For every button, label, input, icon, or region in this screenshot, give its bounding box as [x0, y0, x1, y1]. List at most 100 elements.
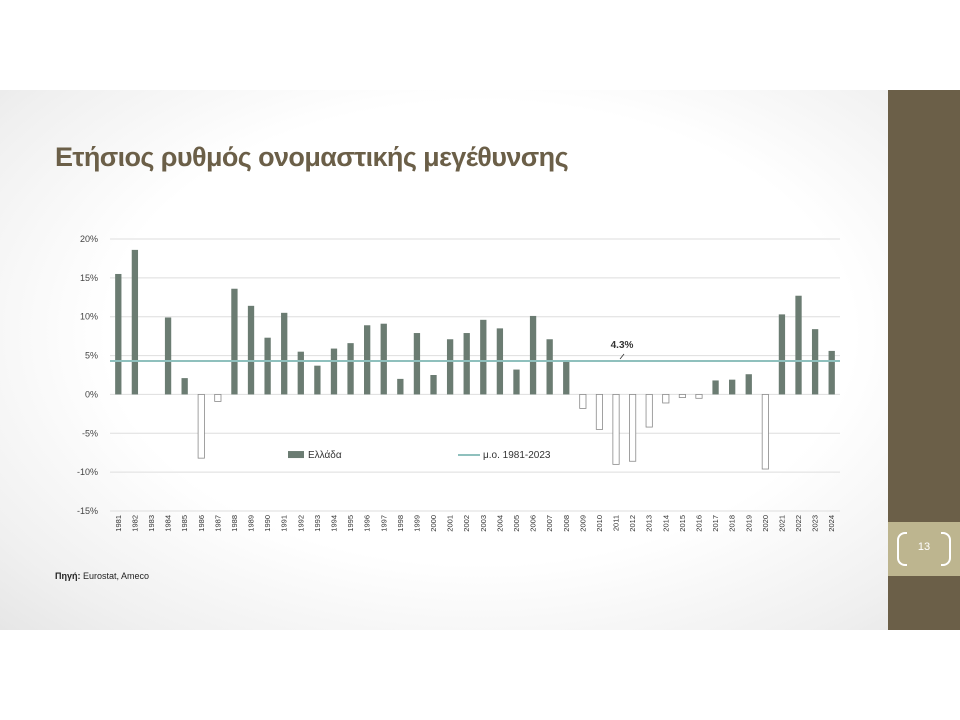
- x-tick-label: 2020: [761, 515, 770, 532]
- bar-chart: 20% 15% 10% 5% 0% -5% -10% -15% 1981 1982 1983 1984…: [77, 234, 840, 532]
- x-tick-label: 1995: [346, 515, 355, 532]
- bar: [197, 394, 205, 459]
- bar: [131, 249, 139, 395]
- y-tick-label: 20%: [80, 234, 98, 244]
- x-tick-label: 1992: [296, 515, 305, 532]
- bar: [828, 350, 835, 395]
- x-tick-label: 2016: [694, 515, 703, 532]
- x-tick-label: 1993: [313, 515, 322, 532]
- bar: [181, 378, 188, 395]
- bar: [712, 380, 719, 395]
- x-tick-label: 1990: [263, 515, 272, 532]
- bar: [330, 348, 338, 395]
- x-tick-label: 1986: [197, 515, 206, 532]
- y-tick-label: -10%: [77, 467, 98, 477]
- bar: [595, 394, 603, 430]
- bar: [612, 394, 620, 465]
- x-tick-label: 1989: [247, 515, 256, 532]
- x-tick-label: 2000: [429, 515, 438, 532]
- source-text: Eurostat, Ameco: [80, 571, 150, 581]
- bar: [397, 378, 404, 395]
- bar: [430, 375, 437, 395]
- x-tick-label: 1982: [130, 515, 139, 532]
- bar: [164, 317, 172, 395]
- legend-label-bars: Ελλάδα: [308, 449, 342, 461]
- page-title: Ετήσιος ρυθμός ονομαστικής μεγέθυνσης: [55, 142, 569, 172]
- x-tick-label: 1988: [230, 515, 239, 532]
- x-tick-label: 2007: [545, 515, 554, 532]
- source-label: Πηγή:: [55, 571, 81, 581]
- x-tick-label: 1985: [180, 515, 189, 532]
- bar: [115, 273, 122, 395]
- bar: [645, 394, 653, 428]
- left-brace-icon: [897, 532, 907, 566]
- bar: [231, 288, 238, 395]
- average-annotation: 4.3%: [611, 340, 634, 351]
- legend-label-average: μ.ο. 1981-2023: [483, 450, 551, 461]
- x-tick-label: 2021: [777, 515, 786, 532]
- x-tick-label: 2009: [578, 515, 587, 532]
- bar: [347, 343, 354, 395]
- x-tick-label: 2003: [479, 515, 488, 532]
- bar: [297, 351, 304, 395]
- x-tick-label: 2006: [529, 515, 538, 532]
- bar: [745, 374, 752, 395]
- bar: [264, 337, 271, 395]
- bar: [729, 379, 736, 395]
- x-tick-label: 2011: [612, 515, 621, 531]
- side-panel: 13: [888, 90, 960, 630]
- y-tick-label: 10%: [80, 312, 98, 322]
- x-tick-label: 1997: [379, 515, 388, 532]
- page-number: 13: [917, 541, 931, 553]
- annotation-pointer: [619, 353, 625, 360]
- x-tick-label: 2005: [512, 515, 521, 532]
- bar: [761, 394, 769, 470]
- bar: [629, 394, 637, 462]
- bar: [778, 314, 786, 395]
- bar: [446, 339, 454, 395]
- x-tick-label: 1987: [213, 515, 222, 532]
- x-tick-label: 2023: [811, 515, 820, 532]
- x-tick-label: 2015: [678, 515, 687, 532]
- x-tick-label: 2012: [628, 515, 637, 532]
- page-number-box: 13: [888, 522, 960, 576]
- x-tick-label: 2008: [562, 515, 571, 532]
- bar: [563, 361, 570, 395]
- x-tick-label: 1991: [280, 515, 289, 532]
- x-tick-label: 2024: [827, 515, 836, 532]
- y-tick-label: -15%: [77, 506, 98, 516]
- y-tick-label: 15%: [80, 273, 98, 283]
- x-tick-label: 2014: [661, 515, 670, 532]
- legend-swatch-bars: [288, 451, 304, 459]
- bar: [314, 365, 321, 395]
- x-tick-label: 1994: [329, 515, 338, 532]
- x-tick-label: 2017: [711, 515, 720, 532]
- slide: Ετήσιος ρυθμός ονομαστικής μεγέθυνσης 20…: [0, 90, 960, 630]
- bar: [695, 394, 703, 399]
- x-tick-label: 1983: [147, 515, 156, 532]
- x-tick-label: 2018: [728, 515, 737, 532]
- bar: [795, 295, 802, 395]
- y-tick-label: 0%: [85, 389, 98, 399]
- x-tick-label: 2002: [462, 515, 471, 532]
- x-tick-label: 1981: [114, 515, 123, 532]
- bar: [678, 394, 686, 398]
- y-tick-label: -5%: [82, 428, 98, 438]
- x-tick-label: 2004: [495, 515, 504, 532]
- x-tick-label: 1998: [396, 515, 405, 532]
- x-tick-label: 2022: [794, 515, 803, 532]
- y-tick-label: 5%: [85, 351, 98, 361]
- bar: [579, 394, 587, 409]
- bar: [281, 312, 288, 395]
- x-tick-label: 1996: [363, 515, 372, 532]
- bar: [413, 333, 421, 395]
- bar: [380, 323, 387, 395]
- x-tick-label: 2001: [446, 515, 455, 532]
- bar: [513, 369, 520, 395]
- bar: [529, 315, 537, 395]
- bar: [480, 319, 487, 395]
- bar: [364, 325, 371, 395]
- bar: [463, 333, 470, 395]
- right-brace-icon: [941, 532, 951, 566]
- bar: [247, 305, 255, 395]
